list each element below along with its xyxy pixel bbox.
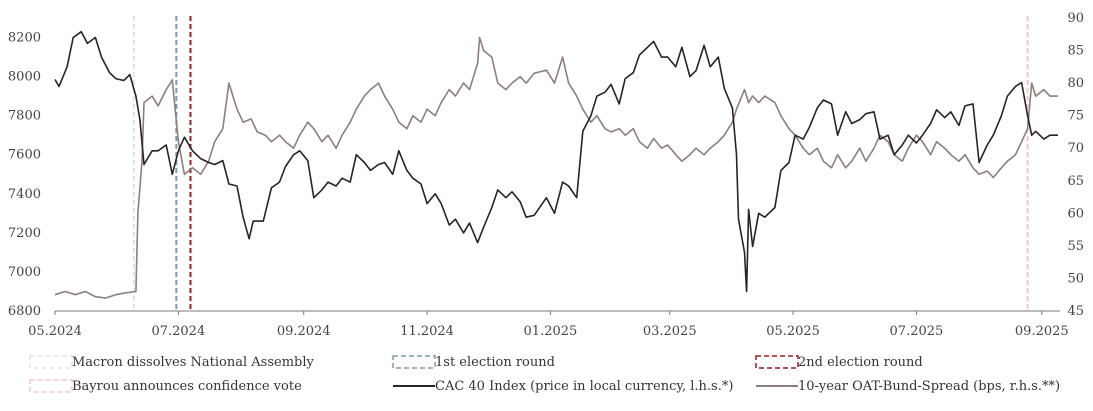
y-left-tick-label: 7400 bbox=[8, 187, 41, 202]
event-lines bbox=[132, 16, 1029, 311]
y-left-tick-label: 7200 bbox=[8, 226, 41, 241]
y-right-tick-label: 45 bbox=[1067, 304, 1084, 319]
legend-label: CAC 40 Index (price in local currency, l… bbox=[435, 379, 733, 394]
y-right-tick-label: 75 bbox=[1067, 109, 1084, 124]
legend-label: Bayrou announces confidence vote bbox=[72, 379, 302, 394]
legend: Macron dissolves National Assembly 1st el… bbox=[29, 355, 1060, 394]
y-left-tick-label: 8000 bbox=[8, 70, 41, 85]
y-left-tick-label: 6800 bbox=[8, 304, 41, 319]
y-left-tick-label: 7000 bbox=[8, 265, 41, 280]
y-right-tick-label: 90 bbox=[1067, 11, 1084, 26]
x-tick-label: 09.2024 bbox=[277, 324, 331, 339]
legend-swatch bbox=[29, 355, 73, 369]
y-right-tick-label: 65 bbox=[1067, 174, 1084, 189]
legend-label: 2nd election round bbox=[798, 355, 923, 370]
legend-label: 1st election round bbox=[435, 355, 555, 370]
y-left-tick-label: 8200 bbox=[8, 31, 41, 46]
right-axis: 45 50 55 60 65 70 75 80 85 90 bbox=[1067, 11, 1084, 319]
legend-label: 10-year OAT-Bund-Spread (bps, r.h.s.**) bbox=[798, 379, 1060, 394]
legend-label: Macron dissolves National Assembly bbox=[72, 355, 315, 370]
series-line bbox=[54, 36, 1058, 299]
y-right-tick-label: 85 bbox=[1067, 44, 1084, 59]
y-right-tick-label: 55 bbox=[1067, 239, 1084, 254]
x-tick-label: 09.2025 bbox=[1015, 324, 1069, 339]
x-tick-label: 07.2025 bbox=[890, 324, 944, 339]
series-lines bbox=[54, 30, 1058, 299]
y-right-tick-label: 60 bbox=[1067, 206, 1084, 221]
y-left-tick-label: 7600 bbox=[8, 148, 41, 163]
y-right-tick-label: 70 bbox=[1067, 141, 1084, 156]
x-tick-label: 11.2024 bbox=[400, 324, 454, 339]
legend-swatch bbox=[755, 355, 799, 369]
legend-swatch bbox=[29, 379, 73, 393]
legend-swatch bbox=[392, 355, 436, 369]
x-tick-label: 05.2025 bbox=[766, 324, 820, 339]
x-tick-label: 01.2025 bbox=[524, 324, 578, 339]
y-right-tick-label: 50 bbox=[1067, 271, 1084, 286]
left-axis: 6800 7000 7200 7400 7600 7800 8000 8200 bbox=[8, 31, 41, 319]
y-right-tick-label: 80 bbox=[1067, 76, 1084, 91]
x-axis: 05.2024 07.2024 09.2024 11.2024 01.2025 03.20… bbox=[28, 310, 1069, 339]
x-tick-label: 07.2024 bbox=[151, 324, 205, 339]
series-line bbox=[54, 30, 1058, 293]
y-left-tick-label: 7800 bbox=[8, 109, 41, 124]
x-tick-label: 05.2024 bbox=[28, 324, 82, 339]
x-tick-label: 03.2025 bbox=[643, 324, 697, 339]
